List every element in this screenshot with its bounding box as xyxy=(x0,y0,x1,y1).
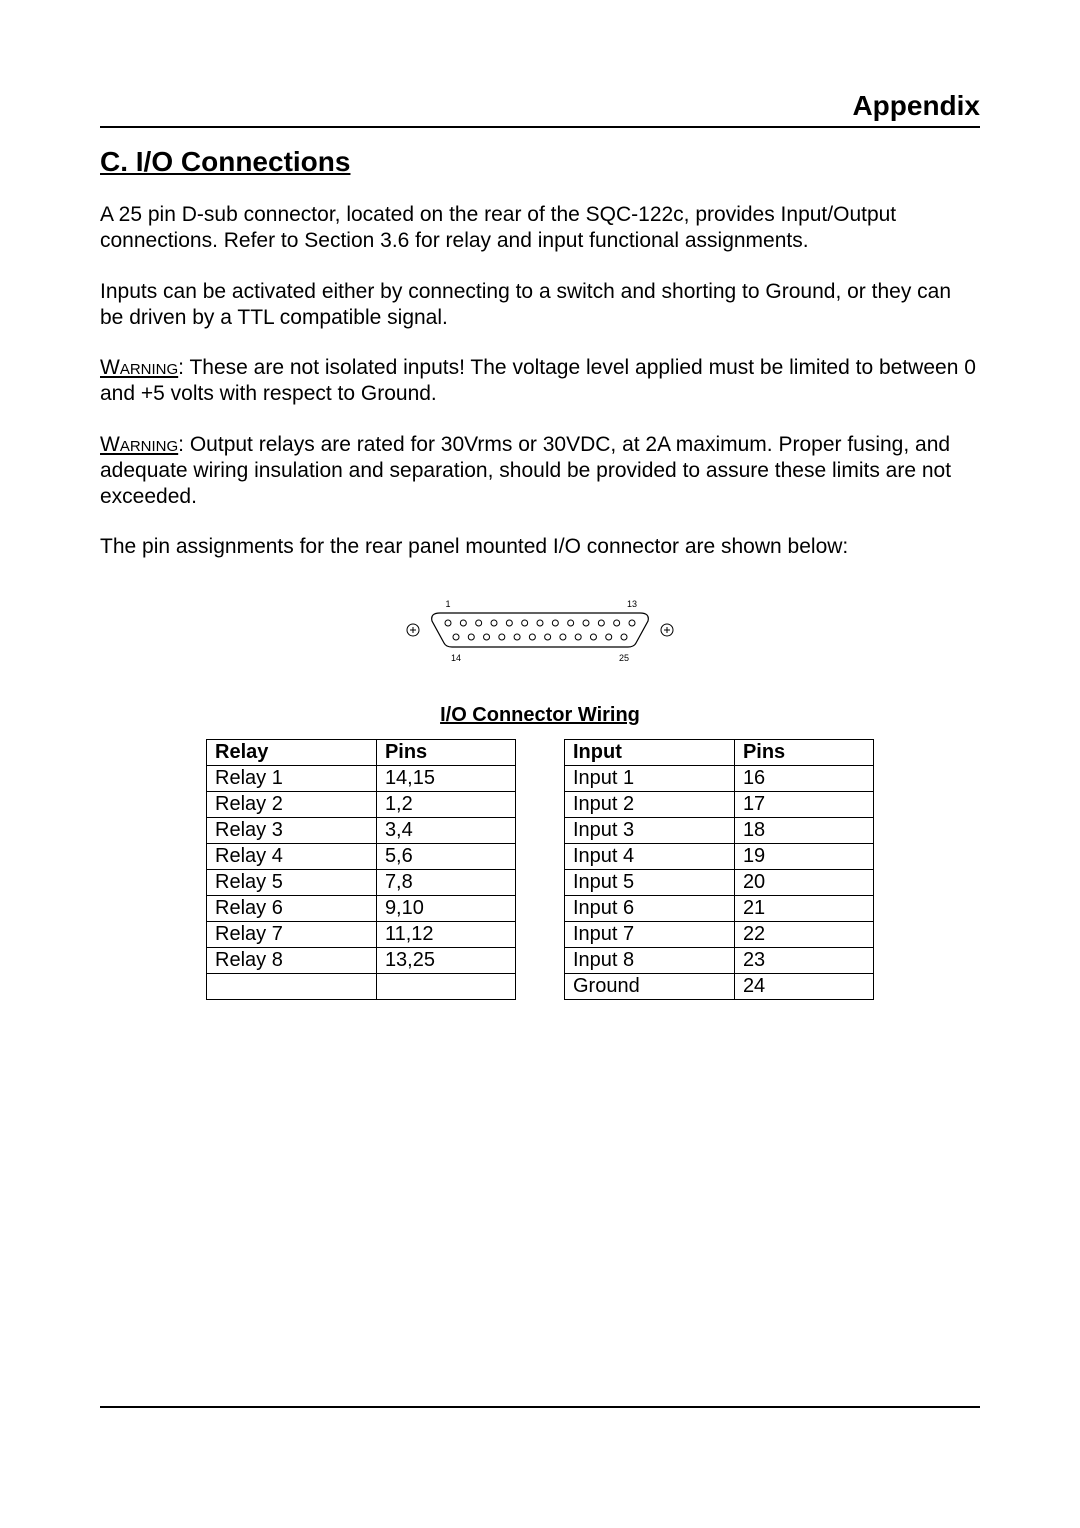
cell: Input 1 xyxy=(565,765,735,791)
footer-rule xyxy=(100,1406,980,1408)
svg-text:13: 13 xyxy=(627,599,637,609)
cell: Ground xyxy=(565,973,735,999)
table-row: Input 621 xyxy=(565,895,874,921)
table-title: I/O Connector Wiring xyxy=(100,704,980,727)
cell: 22 xyxy=(734,921,873,947)
table-row: Ground24 xyxy=(565,973,874,999)
table-row: Input 722 xyxy=(565,921,874,947)
cell: Relay 8 xyxy=(207,948,377,974)
svg-text:25: 25 xyxy=(619,653,629,663)
pins-header: Pins xyxy=(734,739,873,765)
table-row: Relay 21,2 xyxy=(207,791,516,817)
table-row: Input 419 xyxy=(565,843,874,869)
cell: Relay 3 xyxy=(207,817,377,843)
table-header-row: Input Pins xyxy=(565,739,874,765)
cell: Input 2 xyxy=(565,791,735,817)
cell: Relay 7 xyxy=(207,922,377,948)
tables-row: Relay Pins Relay 114,15Relay 21,2Relay 3… xyxy=(100,739,980,1000)
input-header: Input xyxy=(565,739,735,765)
cell: 19 xyxy=(734,843,873,869)
cell: Input 7 xyxy=(565,921,735,947)
appendix-header: Appendix xyxy=(100,90,980,128)
section-title: C. I/O Connections xyxy=(100,146,980,178)
cell: 3,4 xyxy=(376,817,515,843)
cell: 21 xyxy=(734,895,873,921)
cell: Relay 2 xyxy=(207,791,377,817)
cell: 18 xyxy=(734,817,873,843)
cell: Relay 5 xyxy=(207,869,377,895)
cell: 23 xyxy=(734,947,873,973)
relay-table: Relay Pins Relay 114,15Relay 21,2Relay 3… xyxy=(206,739,516,1000)
input-table: Input Pins Input 116Input 217Input 318In… xyxy=(564,739,874,1000)
cell: 11,12 xyxy=(376,922,515,948)
page: Appendix C. I/O Connections A 25 pin D-s… xyxy=(0,0,1080,1528)
table-header-row: Relay Pins xyxy=(207,739,516,765)
table-row: Relay 45,6 xyxy=(207,843,516,869)
cell: 7,8 xyxy=(376,869,515,895)
svg-text:14: 14 xyxy=(451,653,461,663)
table-row: Input 217 xyxy=(565,791,874,817)
paragraph-5: The pin assignments for the rear panel m… xyxy=(100,534,980,560)
cell xyxy=(207,974,377,999)
cell: 17 xyxy=(734,791,873,817)
cell: Input 8 xyxy=(565,947,735,973)
cell: 13,25 xyxy=(376,948,515,974)
cell: Input 4 xyxy=(565,843,735,869)
cell: 16 xyxy=(734,765,873,791)
cell: 24 xyxy=(734,973,873,999)
table-row: Relay 711,12 xyxy=(207,922,516,948)
relay-header: Relay xyxy=(207,739,377,765)
pins-header: Pins xyxy=(376,739,515,765)
connector-diagram: 1 13 14 25 xyxy=(100,585,980,680)
cell: Input 6 xyxy=(565,895,735,921)
cell xyxy=(376,974,515,999)
table-row: Relay 114,15 xyxy=(207,765,516,791)
table-row: Input 520 xyxy=(565,869,874,895)
paragraph-3: Warning: These are not isolated inputs! … xyxy=(100,355,980,408)
table-row: Relay 69,10 xyxy=(207,896,516,922)
cell: 5,6 xyxy=(376,843,515,869)
warning-label-1: Warning xyxy=(100,356,178,379)
cell: Relay 6 xyxy=(207,896,377,922)
paragraph-1: A 25 pin D-sub connector, located on the… xyxy=(100,202,980,255)
table-row: Input 823 xyxy=(565,947,874,973)
table-row: Relay 57,8 xyxy=(207,869,516,895)
cell: 9,10 xyxy=(376,896,515,922)
cell: 20 xyxy=(734,869,873,895)
cell: Input 5 xyxy=(565,869,735,895)
table-row: Relay 33,4 xyxy=(207,817,516,843)
cell: Relay 1 xyxy=(207,765,377,791)
table-row: Input 318 xyxy=(565,817,874,843)
cell: Relay 4 xyxy=(207,843,377,869)
svg-text:1: 1 xyxy=(445,599,450,609)
warning-label-2: Warning xyxy=(100,433,178,456)
table-row: Input 116 xyxy=(565,765,874,791)
paragraph-4-text: : Output relays are rated for 30Vrms or … xyxy=(100,433,951,509)
cell: 14,15 xyxy=(376,765,515,791)
paragraph-3-text: : These are not isolated inputs! The vol… xyxy=(100,356,976,405)
cell: 1,2 xyxy=(376,791,515,817)
cell: Input 3 xyxy=(565,817,735,843)
table-row xyxy=(207,974,516,999)
paragraph-4: Warning: Output relays are rated for 30V… xyxy=(100,432,980,511)
table-row: Relay 813,25 xyxy=(207,948,516,974)
paragraph-2: Inputs can be activated either by connec… xyxy=(100,279,980,332)
